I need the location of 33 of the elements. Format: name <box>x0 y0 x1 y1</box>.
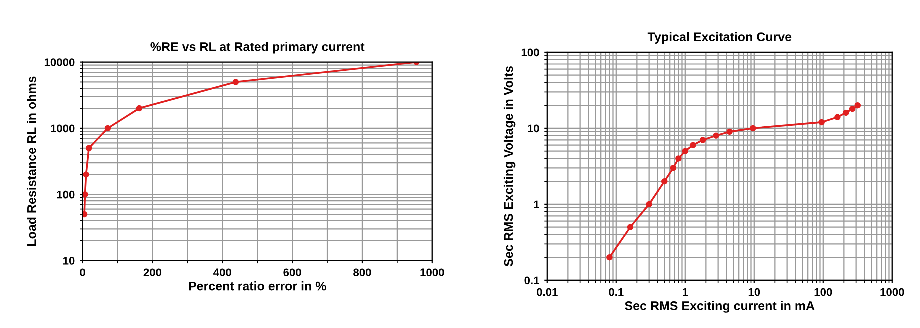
y-tick-label: 100 <box>57 190 75 199</box>
x-tick-label: 0 <box>80 268 86 277</box>
y-tick-label: 10000 <box>44 58 75 66</box>
x-tick-label: 1000 <box>880 288 904 296</box>
chart-title: Typical Excitation Curve <box>648 32 792 44</box>
x-tick-label: 1 <box>683 288 688 296</box>
point <box>136 105 143 112</box>
x-axis-title: Sec RMS Exciting current in mA <box>625 301 815 313</box>
y-axis-title: Sec RMS Exciting Voltage in Volts <box>504 66 516 267</box>
x-tick-label: 800 <box>354 268 372 277</box>
chart-title: %RE vs RL at Rated primary current <box>150 42 365 54</box>
point <box>232 79 240 86</box>
point <box>104 125 112 132</box>
y-tick-label: 10 <box>64 257 75 265</box>
y-axis-title: Load Resistance RL in ohms <box>27 76 36 246</box>
y-tick-label: 1 <box>534 200 540 208</box>
y-tick-label: 0.1 <box>524 276 540 285</box>
x-tick-label: 600 <box>284 268 302 277</box>
y-tick-label: 10 <box>528 124 540 133</box>
x-tick-label: 1000 <box>420 268 444 277</box>
x-tick-label: 100 <box>814 288 832 296</box>
x-tick-label: 10 <box>748 288 760 296</box>
y-tick-label: 1000 <box>51 124 75 133</box>
point <box>82 211 88 218</box>
point <box>86 145 92 152</box>
x-tick-label: 0.1 <box>609 288 624 296</box>
x-axis-title: Percent ratio error in % <box>189 282 326 291</box>
x-tick-label: 0.01 <box>537 288 558 296</box>
x-tick-label: 400 <box>214 268 232 277</box>
point <box>83 172 90 178</box>
point <box>82 191 88 198</box>
y-tick-label: 100 <box>522 48 540 57</box>
x-tick-label: 200 <box>144 268 162 277</box>
